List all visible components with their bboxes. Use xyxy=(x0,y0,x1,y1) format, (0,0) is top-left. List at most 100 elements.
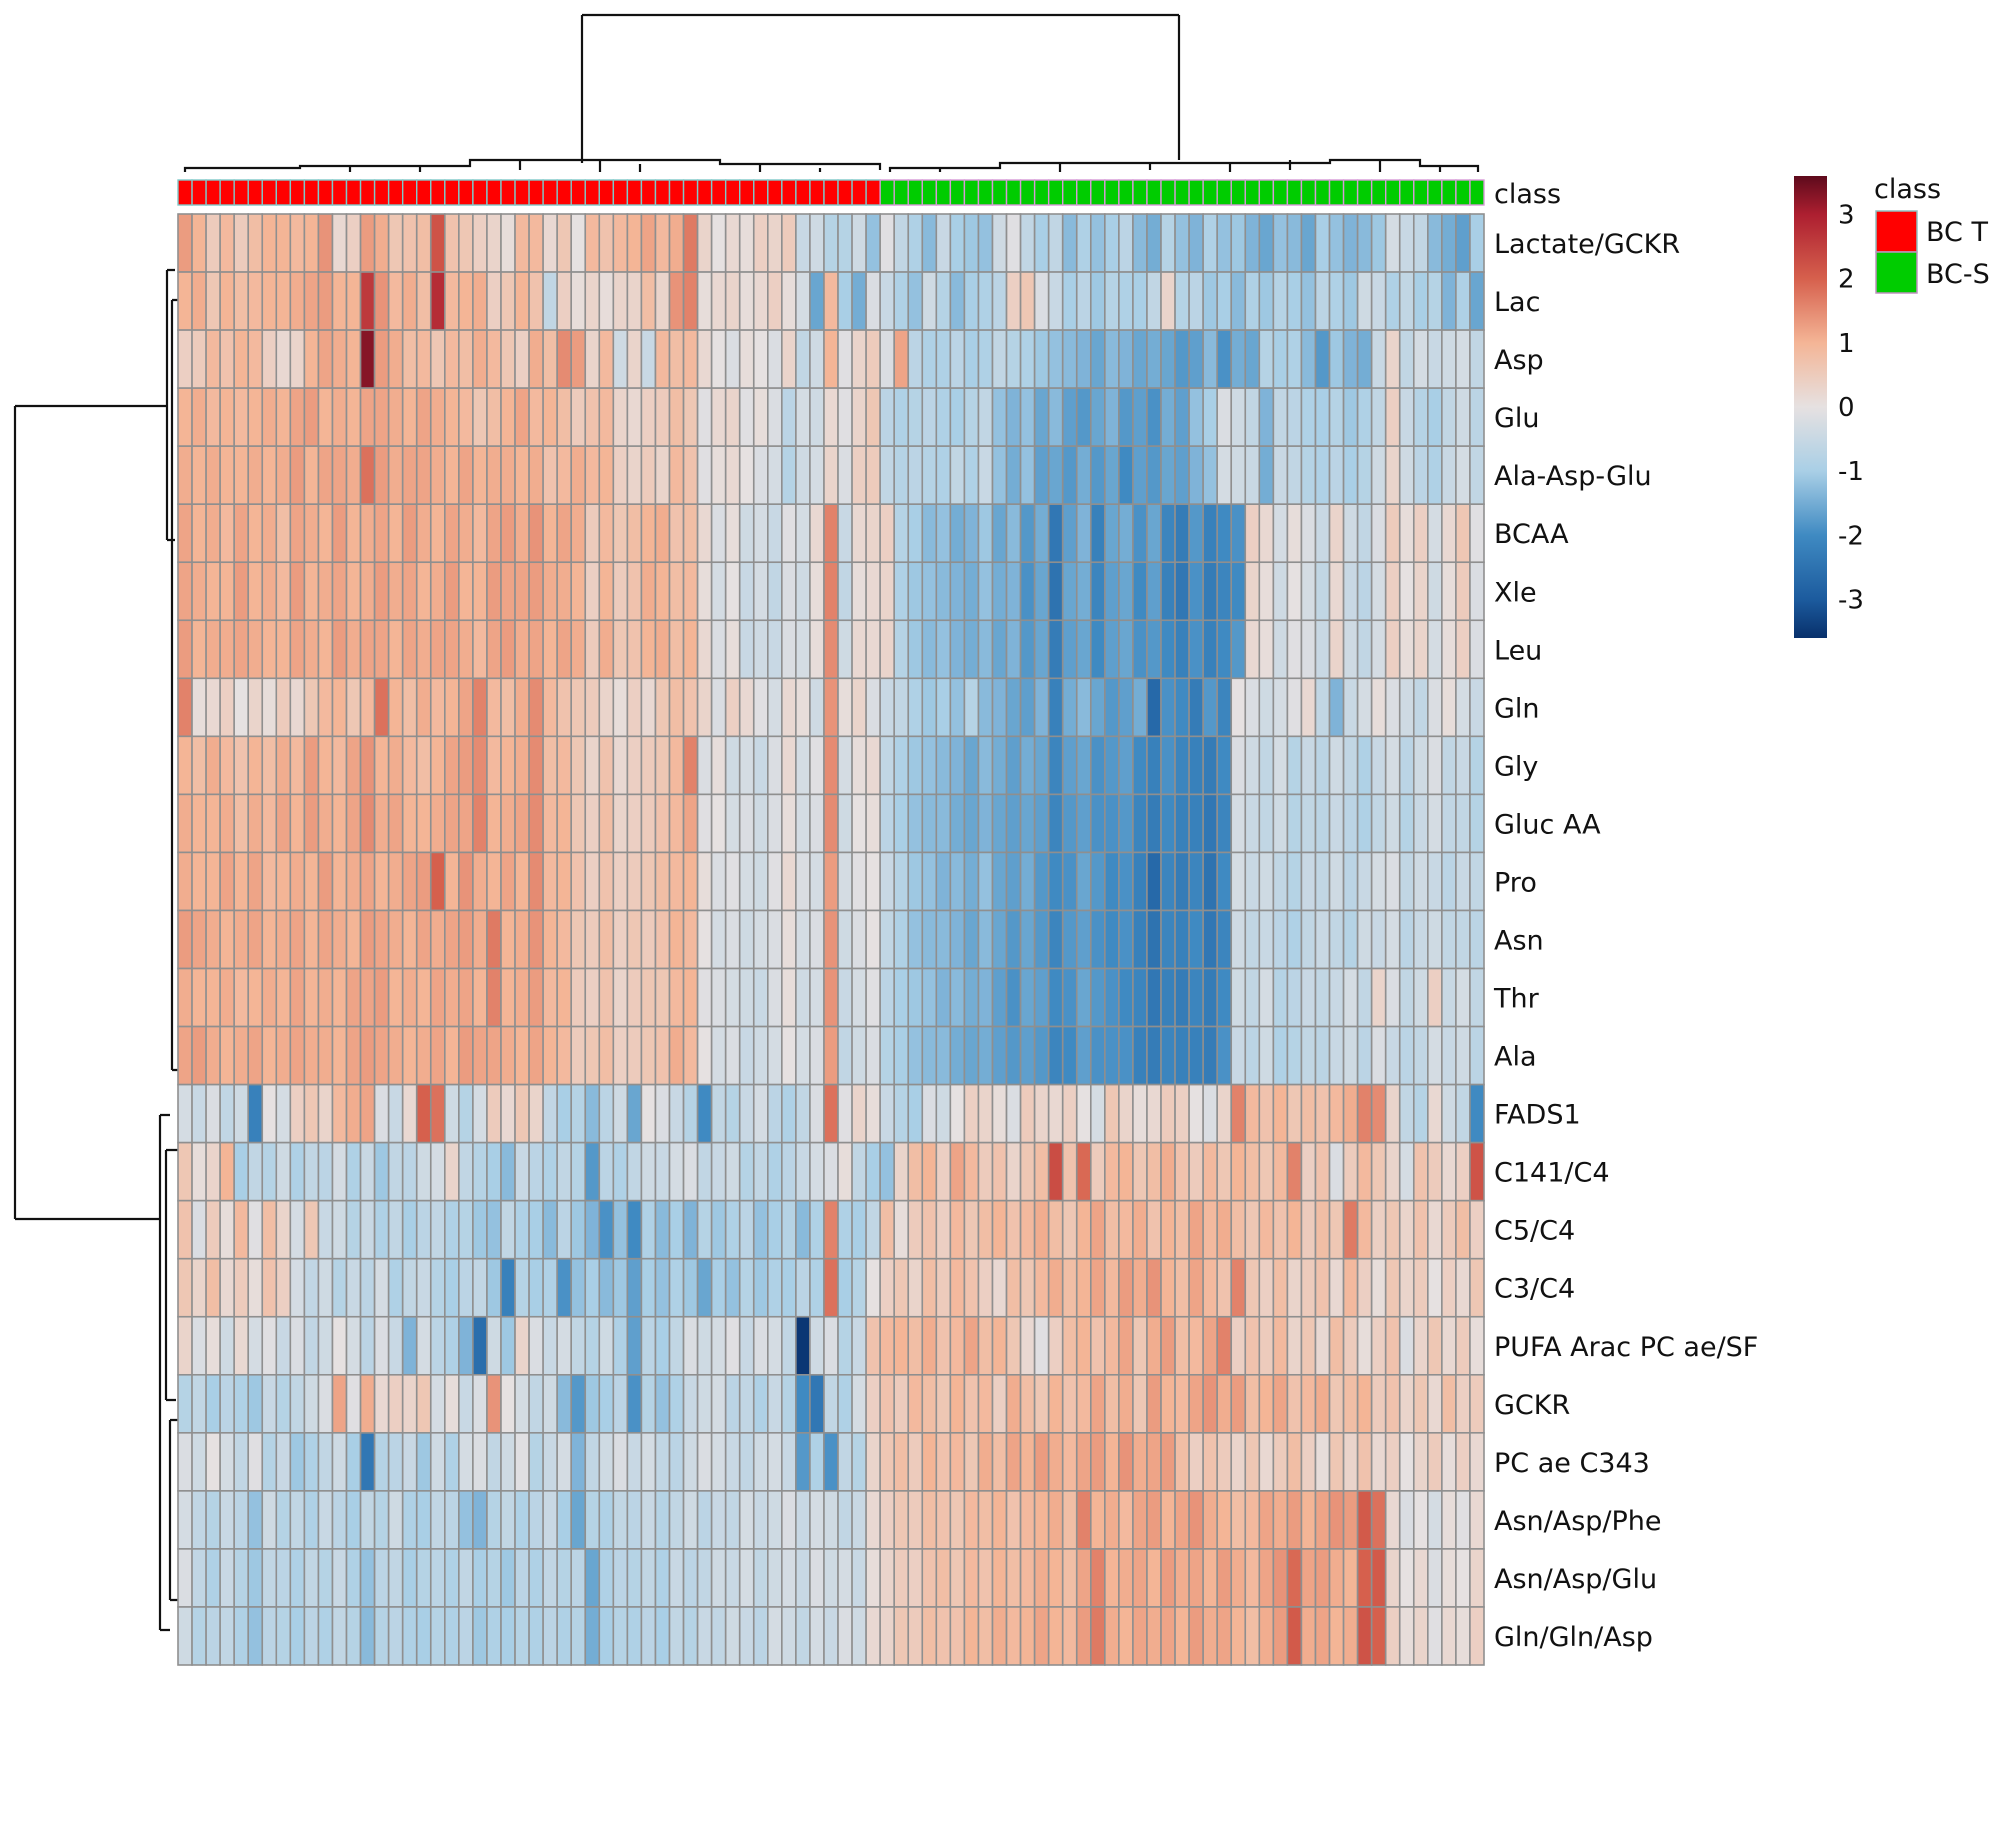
heatmap-cell xyxy=(444,1606,460,1666)
heatmap-cell xyxy=(500,1257,516,1318)
heatmap-cell xyxy=(1427,909,1443,970)
heatmap-cell xyxy=(837,1315,853,1376)
heatmap-cell xyxy=(1160,387,1176,447)
heatmap-cell xyxy=(668,1374,685,1434)
heatmap-cell xyxy=(317,1141,334,1202)
heatmap-cell xyxy=(1075,1548,1092,1608)
class-cell xyxy=(991,179,1008,206)
heatmap-cell xyxy=(1300,1083,1317,1144)
row-label: Gln xyxy=(1494,693,1540,724)
heatmap-cell xyxy=(1216,1257,1233,1318)
heatmap-cell xyxy=(1398,967,1415,1028)
heatmap-cell xyxy=(640,851,657,912)
colorbar-tick-label: 3 xyxy=(1838,201,1855,231)
heatmap-cell xyxy=(1314,909,1331,970)
heatmap-cell xyxy=(486,1083,502,1144)
heatmap-cell xyxy=(795,1432,811,1492)
heatmap-cell xyxy=(949,1141,966,1202)
heatmap-cell xyxy=(907,1257,924,1318)
heatmap-cell xyxy=(738,1606,755,1666)
heatmap-cell xyxy=(598,213,615,273)
heatmap-cell xyxy=(1272,1315,1289,1376)
heatmap-cell xyxy=(823,909,839,970)
heatmap-cell xyxy=(1427,677,1443,738)
heatmap-cell xyxy=(1469,677,1485,738)
heatmap-cell xyxy=(205,213,221,273)
heatmap-cell xyxy=(429,1606,446,1666)
heatmap-cell xyxy=(317,1083,334,1144)
heatmap-cell xyxy=(514,793,530,854)
heatmap-cell xyxy=(795,1606,811,1666)
heatmap-cell xyxy=(1427,619,1443,680)
heatmap-cell xyxy=(458,1374,474,1434)
heatmap-cell xyxy=(907,1025,924,1086)
heatmap-cell xyxy=(528,445,544,506)
heatmap-cell xyxy=(907,1432,924,1492)
heatmap-cell xyxy=(331,503,348,564)
heatmap-cell xyxy=(879,271,895,331)
heatmap-cell xyxy=(851,851,867,912)
heatmap-cell xyxy=(837,561,853,622)
heatmap-cell xyxy=(1258,1490,1275,1550)
class-cell xyxy=(191,179,207,206)
class-cell xyxy=(963,179,980,206)
heatmap-cell xyxy=(1356,793,1373,854)
heatmap-cell xyxy=(1370,851,1387,912)
heatmap-cell xyxy=(542,1025,558,1086)
heatmap-cell xyxy=(963,387,980,447)
heatmap-cell xyxy=(1075,213,1092,273)
heatmap-cell xyxy=(289,735,306,796)
heatmap-cell xyxy=(781,213,797,273)
heatmap-cell xyxy=(1202,1199,1218,1260)
heatmap-cell xyxy=(500,1374,516,1434)
heatmap-cell xyxy=(584,1257,601,1318)
heatmap-cell xyxy=(977,213,994,273)
heatmap-cell xyxy=(781,1025,797,1086)
heatmap-cell xyxy=(851,445,867,506)
heatmap-cell xyxy=(1216,1199,1233,1260)
heatmap-cell xyxy=(1047,909,1064,970)
heatmap-cell xyxy=(415,1083,432,1144)
class-cell xyxy=(1455,179,1471,206)
heatmap-cell xyxy=(1314,1432,1331,1492)
heatmap-cell xyxy=(767,619,783,680)
heatmap-cell xyxy=(851,1257,867,1318)
heatmap-cell xyxy=(612,561,629,622)
heatmap-cell xyxy=(1370,271,1387,331)
heatmap-cell xyxy=(1146,1432,1162,1492)
heatmap-cell xyxy=(584,561,601,622)
heatmap-cell xyxy=(1216,1315,1233,1376)
heatmap-cell xyxy=(542,1083,558,1144)
heatmap-cell xyxy=(261,213,278,273)
heatmap-cell xyxy=(1441,793,1457,854)
heatmap-cell xyxy=(500,1199,516,1260)
class-cell xyxy=(612,179,629,206)
heatmap-cell xyxy=(542,1490,558,1550)
heatmap-cell xyxy=(1216,1606,1233,1666)
heatmap-cell xyxy=(682,967,699,1028)
heatmap-cell xyxy=(1469,1490,1485,1550)
heatmap-cell xyxy=(1244,1374,1261,1434)
heatmap-cell xyxy=(542,1548,558,1608)
heatmap-cell xyxy=(921,1199,938,1260)
heatmap-cell xyxy=(472,967,488,1028)
heatmap-cell xyxy=(1146,329,1162,389)
heatmap-cell xyxy=(1455,1257,1471,1318)
heatmap-cell xyxy=(626,1548,643,1608)
heatmap-cell xyxy=(893,1141,910,1202)
heatmap-cell xyxy=(570,1432,587,1492)
heatmap-cell xyxy=(1286,1199,1303,1260)
heatmap-cell xyxy=(1089,1025,1106,1086)
heatmap-cell xyxy=(191,1257,207,1318)
heatmap-cell xyxy=(1441,1490,1457,1550)
heatmap-cell xyxy=(275,213,292,273)
heatmap-cell xyxy=(1174,735,1190,796)
heatmap-cell xyxy=(991,1025,1008,1086)
heatmap-cell xyxy=(1455,1083,1471,1144)
heatmap-cell xyxy=(331,967,348,1028)
heatmap-cell xyxy=(1398,561,1415,622)
heatmap-cell xyxy=(191,793,207,854)
heatmap-cell xyxy=(1174,967,1190,1028)
heatmap-cell xyxy=(303,387,320,447)
heatmap-cell xyxy=(359,677,376,738)
